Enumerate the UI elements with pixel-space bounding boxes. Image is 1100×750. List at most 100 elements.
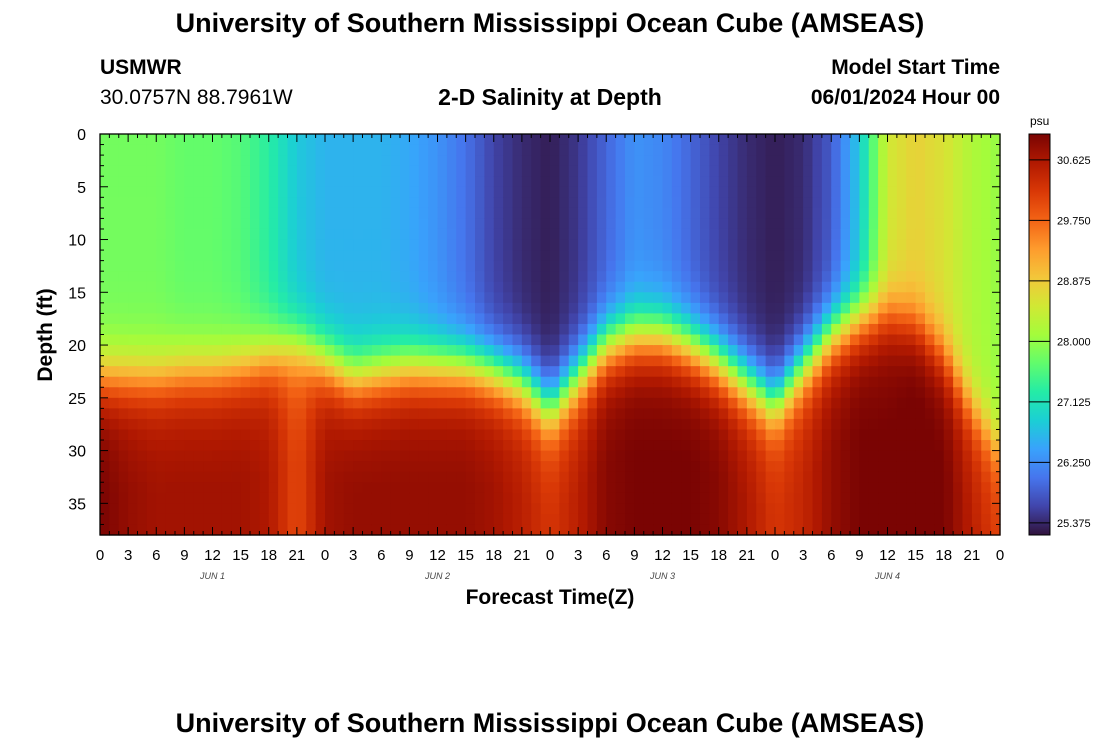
heatmap-cell [700, 165, 710, 177]
heatmap-cell [737, 260, 748, 272]
heatmap-cell [390, 471, 401, 483]
heatmap-cell [990, 366, 1001, 378]
heatmap-cell [390, 155, 401, 167]
heatmap-cell [831, 376, 842, 388]
heatmap-cell [925, 144, 935, 156]
heatmap-cell [596, 302, 607, 314]
heatmap-cell [418, 260, 429, 272]
heatmap-cell [784, 207, 795, 220]
heatmap-cell [400, 250, 410, 262]
heatmap-cell [184, 313, 195, 325]
heatmap-cell [371, 218, 382, 230]
heatmap-cell [578, 513, 589, 526]
y-tick-label: 0 [77, 127, 86, 144]
heatmap-cell [343, 239, 354, 251]
heatmap-cell [437, 165, 448, 177]
heatmap-cell [934, 207, 945, 220]
heatmap-cell [428, 228, 439, 241]
heatmap-cell [681, 355, 692, 367]
heatmap-cell [775, 197, 785, 209]
heatmap-cell [925, 450, 935, 462]
heatmap-cell [887, 461, 898, 473]
heatmap-cell [578, 155, 589, 167]
heatmap-cell [146, 271, 157, 283]
heatmap-cell [503, 292, 514, 304]
heatmap-cell [662, 207, 673, 220]
heatmap-cell [718, 155, 729, 167]
heatmap-cell [371, 228, 382, 241]
heatmap-cell [831, 440, 842, 452]
heatmap-cell [456, 397, 467, 409]
heatmap-cell [934, 218, 945, 230]
heatmap-cell [503, 387, 514, 399]
heatmap-cell [878, 355, 889, 367]
heatmap-cell [765, 218, 776, 230]
heatmap-cell [184, 323, 195, 336]
heatmap-cell [221, 429, 232, 441]
heatmap-cell [278, 513, 289, 526]
heatmap-cell [653, 492, 664, 504]
heatmap-cell [409, 186, 420, 198]
heatmap-cell [296, 313, 307, 325]
heatmap-cell [165, 165, 176, 177]
heatmap-cell [971, 397, 982, 409]
heatmap-cell [475, 271, 485, 283]
heatmap-cell [868, 228, 879, 241]
heatmap-cell [681, 134, 692, 146]
heatmap-cell [503, 271, 514, 283]
heatmap-cell [831, 271, 842, 283]
heatmap-cell [990, 492, 1001, 504]
heatmap-cell [437, 513, 448, 526]
heatmap-cell [531, 366, 542, 378]
heatmap-cell [381, 397, 392, 409]
heatmap-cell [203, 482, 214, 494]
heatmap-cell [531, 334, 542, 346]
heatmap-cell [540, 397, 551, 409]
heatmap-cell [990, 323, 1001, 336]
heatmap-cell [990, 197, 1001, 209]
heatmap-cell [512, 207, 523, 220]
heatmap-cell [568, 408, 579, 420]
heatmap-cell [484, 239, 495, 251]
heatmap-cell [943, 228, 954, 241]
heatmap-cell [709, 271, 720, 283]
heatmap-cell [953, 429, 964, 441]
heatmap-cell [887, 408, 898, 420]
heatmap-cell [493, 429, 504, 441]
heatmap-cell [146, 387, 157, 399]
heatmap-cell [775, 366, 785, 378]
heatmap-cell [493, 334, 504, 346]
heatmap-cell [240, 292, 251, 304]
heatmap-cell [559, 260, 570, 272]
heatmap-cell [578, 302, 589, 314]
heatmap-cell [709, 513, 720, 526]
heatmap-cell [709, 176, 720, 188]
heatmap-cell [896, 207, 907, 220]
heatmap-cell [531, 250, 542, 262]
heatmap-cell [118, 397, 129, 409]
heatmap-cell [690, 492, 701, 504]
heatmap-cell [240, 302, 251, 314]
heatmap-cell [521, 450, 532, 462]
heatmap-cell [381, 292, 392, 304]
heatmap-cell [400, 450, 410, 462]
heatmap-cell [550, 355, 560, 367]
heatmap-cell [821, 408, 832, 420]
heatmap-cell [681, 144, 692, 156]
heatmap-cell [540, 513, 551, 526]
heatmap-cell [503, 334, 514, 346]
heatmap-cell [446, 260, 457, 272]
heatmap-cell [156, 450, 167, 462]
heatmap-cell [915, 271, 926, 283]
heatmap-cell [175, 176, 185, 188]
heatmap-cell [971, 440, 982, 452]
heatmap-cell [296, 302, 307, 314]
heatmap-cell [287, 418, 298, 431]
heatmap-cell [718, 144, 729, 156]
heatmap-cell [465, 429, 476, 441]
heatmap-cell [662, 313, 673, 325]
heatmap-cell [737, 387, 748, 399]
heatmap-cell [681, 513, 692, 526]
heatmap-cell [296, 334, 307, 346]
heatmap-cell [390, 323, 401, 336]
